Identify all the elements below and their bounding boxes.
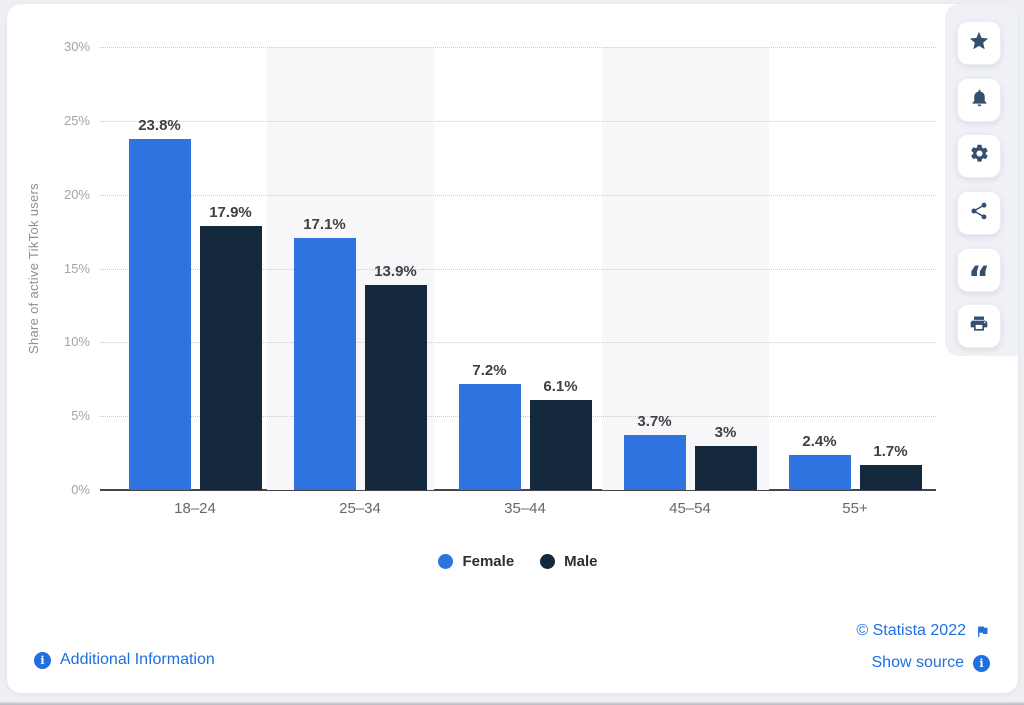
bar-male-2[interactable] xyxy=(364,284,427,490)
y-tick-label: 10% xyxy=(63,334,90,350)
x-axis-categories: 18–24 25–34 35–44 45–54 55+ xyxy=(100,500,936,520)
info-icon: i xyxy=(34,651,51,669)
y-tick-label: 0% xyxy=(71,482,90,497)
gridline xyxy=(100,194,936,196)
copyright-label: © Statista 2022 xyxy=(856,622,966,639)
share-button[interactable] xyxy=(957,191,1001,235)
bar-female-3[interactable] xyxy=(458,383,521,490)
cite-button[interactable]: “ xyxy=(957,248,1001,296)
gridline xyxy=(100,268,936,270)
bar-value-label: 3.7% xyxy=(637,413,672,431)
bar-value-label: 23.8% xyxy=(138,116,181,134)
bar-female-2[interactable] xyxy=(293,237,356,490)
statistic-card: Share of active TikTok users 30% 25% 20% 15… xyxy=(7,4,1018,693)
flag-icon xyxy=(975,624,990,639)
legend-item-male: Male xyxy=(540,552,598,570)
settings-button[interactable] xyxy=(957,134,1001,178)
bar-female-4[interactable] xyxy=(623,435,686,490)
chart-legend: Female Male xyxy=(100,549,936,573)
bar-value-label: 17.9% xyxy=(209,203,252,221)
bar-male-1[interactable] xyxy=(199,225,262,490)
legend-dot xyxy=(438,553,454,569)
bar-value-label: 3% xyxy=(714,423,737,441)
print-button[interactable] xyxy=(957,304,1001,348)
star-icon xyxy=(968,30,990,57)
show-source-link[interactable]: Show source i xyxy=(871,654,990,672)
bar-value-label: 2.4% xyxy=(802,432,837,450)
legend-label: Female xyxy=(462,552,515,570)
printer-icon xyxy=(969,314,989,339)
bar-male-3[interactable] xyxy=(529,399,592,490)
x-category-label: 18–24 xyxy=(174,500,216,517)
share-icon xyxy=(969,201,989,226)
bar-value-label: 7.2% xyxy=(472,361,507,379)
bell-icon xyxy=(969,87,990,113)
y-tick-label: 25% xyxy=(63,112,90,128)
legend-item-female: Female xyxy=(438,553,514,570)
bar-male-5[interactable] xyxy=(859,464,922,490)
gear-icon xyxy=(969,143,990,169)
y-tick-label: 20% xyxy=(63,186,90,202)
statista-copyright-link[interactable]: © Statista 2022 xyxy=(856,622,990,640)
x-category-label: 45–54 xyxy=(669,500,711,517)
notifications-button[interactable] xyxy=(957,78,1001,122)
gridline xyxy=(100,47,936,48)
bar-male-4[interactable] xyxy=(694,445,757,490)
y-tick-label: 15% xyxy=(63,260,90,276)
y-tick-label: 5% xyxy=(71,408,90,424)
x-category-label: 35–44 xyxy=(504,500,546,517)
additional-information-label: Additional Information xyxy=(60,651,215,668)
bar-value-label: 1.7% xyxy=(873,442,908,460)
page-bottom-edge xyxy=(0,702,1024,705)
y-tick-label: 30% xyxy=(63,39,90,54)
additional-information-link[interactable]: i Additional Information xyxy=(34,651,215,669)
legend-dot xyxy=(540,553,556,569)
gridline xyxy=(100,120,936,122)
info-icon: i xyxy=(973,654,990,672)
plot-area: 23.8% 17.9% 17.1% 13.9% 7.2% 6.1% 3.7% 3% 2.4% 1.… xyxy=(100,47,936,491)
bar-female-5[interactable] xyxy=(788,454,851,490)
bar-female-1[interactable] xyxy=(128,138,191,490)
gridline xyxy=(100,342,936,344)
x-axis-line xyxy=(100,489,936,491)
x-category-label: 25–34 xyxy=(339,500,381,517)
show-source-label: Show source xyxy=(871,654,965,671)
bar-value-label: 17.1% xyxy=(303,215,346,233)
x-category-label: 55+ xyxy=(842,500,868,517)
favorite-button[interactable] xyxy=(957,21,1001,65)
legend-label: Male xyxy=(564,552,598,570)
bar-value-label: 13.9% xyxy=(374,262,417,280)
bar-value-label: 6.1% xyxy=(543,377,578,395)
